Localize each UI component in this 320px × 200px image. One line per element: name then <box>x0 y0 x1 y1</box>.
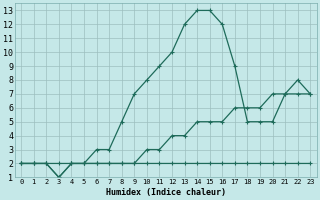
X-axis label: Humidex (Indice chaleur): Humidex (Indice chaleur) <box>106 188 226 197</box>
